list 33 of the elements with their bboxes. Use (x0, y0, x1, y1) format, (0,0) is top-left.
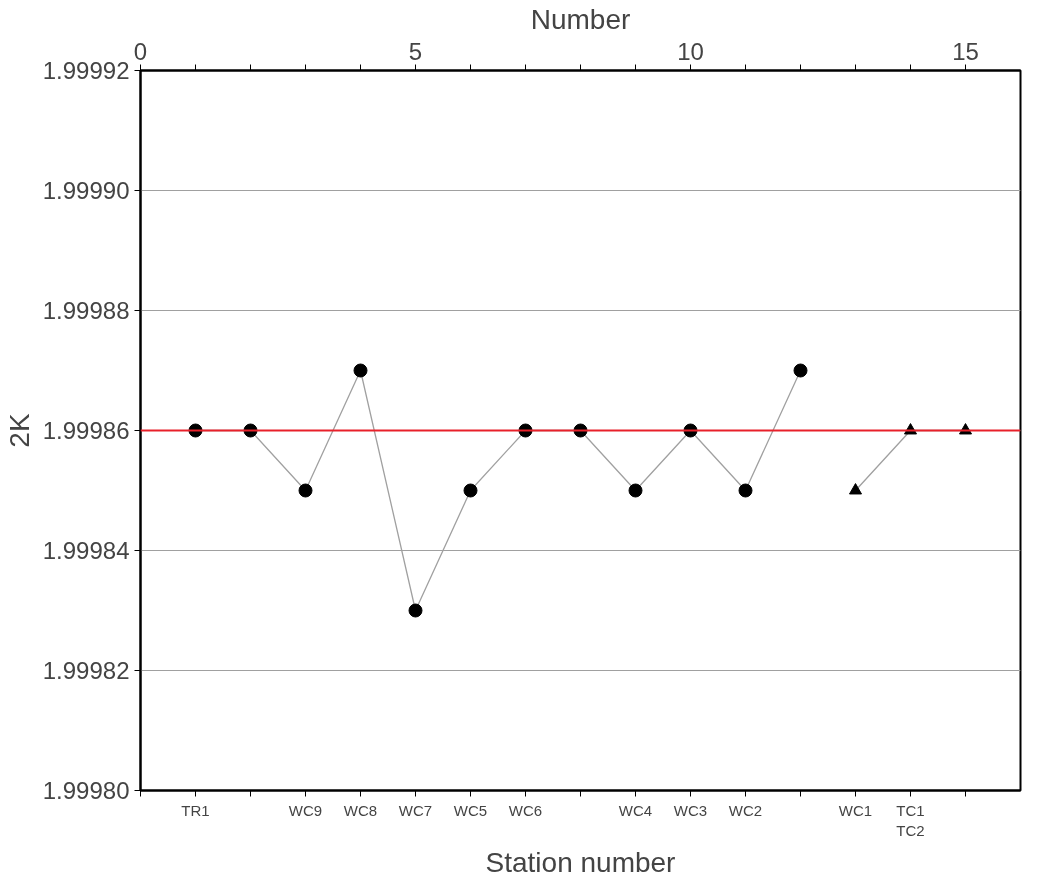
y-tick-label: 1.99984 (42, 537, 130, 564)
x2-axis-title: Number (530, 3, 631, 35)
y-tick-label: 1.99980 (42, 777, 130, 804)
x2-tick-label: 15 (952, 37, 979, 65)
x2-tick-label: 0 (133, 37, 148, 65)
point (793, 363, 808, 378)
x-tick-label: WC1 (838, 801, 873, 819)
y-tick-label: 1.99982 (42, 657, 130, 684)
x-tick-label: TR1 (181, 801, 210, 819)
y-tick-label: 1.99988 (42, 297, 130, 324)
point (353, 363, 368, 378)
x2-tick-label: 5 (408, 37, 423, 65)
y-tick-label: 1.99992 (42, 57, 130, 84)
x-tick-label: WC6 (508, 801, 543, 819)
x-tick-label: TC1 TC2 (896, 801, 925, 839)
x-tick-label: WC8 (343, 801, 378, 819)
x-tick-label: WC7 (398, 801, 433, 819)
x-tick-label: WC9 (288, 801, 323, 819)
point (738, 483, 753, 498)
point (298, 483, 313, 498)
x-tick-label: WC2 (728, 801, 763, 819)
y-tick-label: 1.99986 (42, 417, 130, 444)
point (849, 483, 862, 495)
point (408, 603, 423, 618)
x-tick-label: WC4 (618, 801, 653, 819)
x-tick-label: WC3 (673, 801, 708, 819)
x2-tick-label: 10 (677, 37, 704, 65)
point (628, 483, 643, 498)
point (463, 483, 478, 498)
y-axis-title: 2K (3, 413, 35, 448)
x-tick-label: WC5 (453, 801, 488, 819)
x-axis-title: Station number (485, 846, 676, 878)
y-tick-label: 1.99990 (42, 177, 130, 204)
